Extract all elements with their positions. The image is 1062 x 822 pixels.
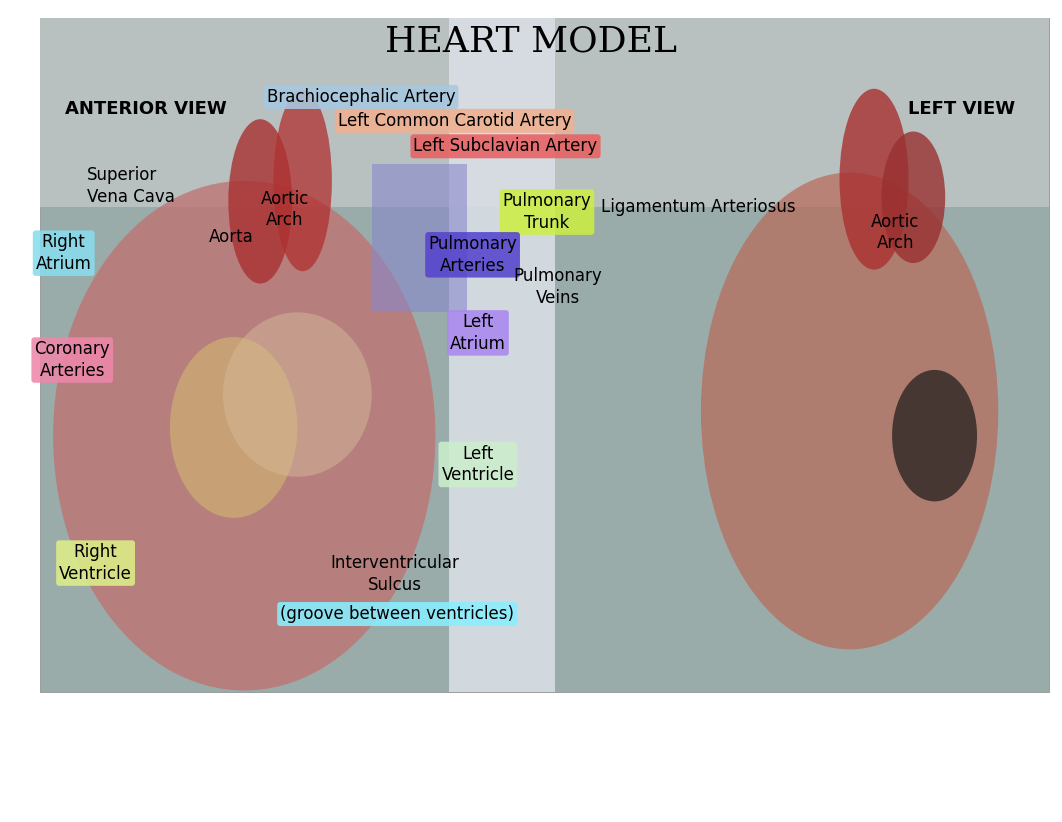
Text: Left Subclavian Artery: Left Subclavian Artery xyxy=(413,137,598,155)
Text: Brachiocephalic Artery: Brachiocephalic Artery xyxy=(267,88,456,106)
Text: Left Common Carotid Artery: Left Common Carotid Artery xyxy=(338,112,571,130)
Ellipse shape xyxy=(892,370,977,501)
FancyBboxPatch shape xyxy=(372,164,467,312)
Text: Coronary
Arteries: Coronary Arteries xyxy=(34,340,110,380)
Ellipse shape xyxy=(223,312,372,477)
Text: Aorta: Aorta xyxy=(209,228,254,246)
Text: HEART MODEL: HEART MODEL xyxy=(386,24,676,58)
Ellipse shape xyxy=(170,337,297,518)
Text: Pulmonary
Veins: Pulmonary Veins xyxy=(513,267,602,307)
Text: Left
Ventricle: Left Ventricle xyxy=(442,445,514,484)
Text: LEFT VIEW: LEFT VIEW xyxy=(908,99,1014,118)
FancyBboxPatch shape xyxy=(449,18,555,692)
Text: (groove between ventricles): (groove between ventricles) xyxy=(280,605,514,623)
Text: ANTERIOR VIEW: ANTERIOR VIEW xyxy=(65,99,226,118)
Text: Right
Atrium: Right Atrium xyxy=(36,233,91,273)
Text: Left
Atrium: Left Atrium xyxy=(450,313,506,353)
Ellipse shape xyxy=(701,173,998,649)
Text: Pulmonary
Trunk: Pulmonary Trunk xyxy=(502,192,592,232)
Text: Pulmonary
Arteries: Pulmonary Arteries xyxy=(428,235,517,275)
Text: Interventricular
Sulcus: Interventricular Sulcus xyxy=(330,554,460,593)
Text: Aortic
Arch: Aortic Arch xyxy=(260,190,309,229)
FancyBboxPatch shape xyxy=(40,18,1049,207)
FancyBboxPatch shape xyxy=(40,18,1049,692)
Ellipse shape xyxy=(273,90,331,271)
Text: Aortic
Arch: Aortic Arch xyxy=(871,213,920,252)
Ellipse shape xyxy=(53,181,435,690)
Ellipse shape xyxy=(881,132,945,263)
Text: Ligamentum Arteriosus: Ligamentum Arteriosus xyxy=(601,198,796,216)
Text: Superior
Vena Cava: Superior Vena Cava xyxy=(87,166,175,206)
Text: Right
Ventricle: Right Ventricle xyxy=(59,543,132,583)
Ellipse shape xyxy=(839,89,908,270)
Ellipse shape xyxy=(228,119,292,284)
